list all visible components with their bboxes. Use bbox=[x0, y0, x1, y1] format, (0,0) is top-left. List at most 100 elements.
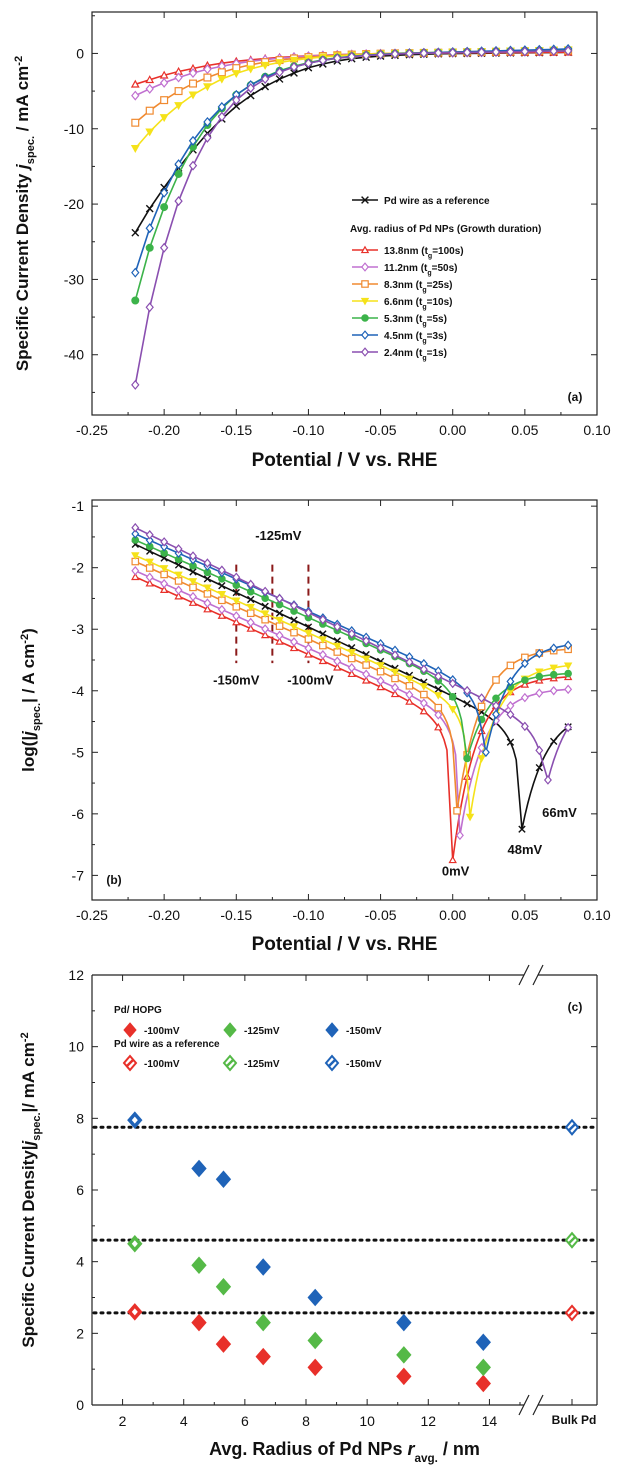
y-tick-label: -10 bbox=[64, 121, 84, 137]
data-point bbox=[549, 685, 558, 696]
data-point bbox=[215, 1277, 232, 1296]
diamond-half bbox=[328, 1059, 336, 1067]
data-point bbox=[376, 49, 385, 60]
legend-marker bbox=[360, 297, 370, 306]
data-point bbox=[396, 1367, 412, 1386]
data-point bbox=[333, 642, 342, 651]
data-point bbox=[174, 169, 183, 178]
axis-break bbox=[518, 1394, 530, 1416]
diamond-marker bbox=[396, 1346, 412, 1364]
data-point bbox=[434, 703, 443, 712]
data-point bbox=[520, 46, 530, 57]
data-point bbox=[477, 742, 486, 753]
x-tick-label: 0.00 bbox=[439, 422, 466, 438]
data-point bbox=[448, 692, 457, 701]
data-point bbox=[246, 579, 255, 590]
data-point bbox=[405, 689, 414, 700]
x-tick-label: 14 bbox=[482, 1413, 498, 1429]
data-point bbox=[563, 45, 573, 56]
diamond-marker bbox=[123, 1022, 137, 1038]
series-line bbox=[134, 51, 569, 234]
data-point bbox=[174, 196, 183, 207]
data-point bbox=[362, 669, 371, 680]
data-point bbox=[318, 656, 328, 665]
data-point bbox=[232, 95, 241, 106]
legend-label: 6.6nm (tg=10s) bbox=[384, 297, 452, 311]
data-point bbox=[453, 806, 461, 815]
data-point bbox=[347, 662, 356, 673]
data-point bbox=[131, 552, 140, 560]
data-point bbox=[475, 1358, 491, 1377]
data-point bbox=[203, 83, 212, 92]
y-tick-label: -3 bbox=[72, 621, 85, 637]
data-point bbox=[131, 565, 140, 576]
legend-marker bbox=[222, 1054, 238, 1072]
data-point bbox=[275, 637, 284, 645]
data-point bbox=[275, 75, 284, 83]
data-point bbox=[145, 535, 154, 546]
x-tick-label: 8 bbox=[302, 1413, 310, 1429]
data-point bbox=[304, 58, 313, 69]
diamond-center bbox=[131, 1308, 138, 1316]
legend-marker bbox=[324, 1054, 340, 1072]
annotation: 0mV bbox=[442, 863, 470, 878]
legend-marker bbox=[361, 280, 369, 288]
data-point bbox=[396, 1346, 412, 1364]
data-point bbox=[188, 160, 198, 171]
data-point bbox=[260, 630, 270, 639]
x-axis-title: Potential / V vs. RHE bbox=[252, 934, 438, 955]
y-tick-label: -30 bbox=[64, 271, 84, 287]
data-point bbox=[448, 855, 457, 864]
legend-label: 2.4nm (tg=1s) bbox=[384, 348, 447, 362]
legend-label: 8.3nm (tg=25s) bbox=[384, 280, 452, 294]
diamond-half bbox=[568, 1123, 576, 1132]
data-point bbox=[477, 47, 486, 58]
data-point bbox=[159, 70, 169, 79]
data-point bbox=[145, 243, 154, 252]
x-tick-label: -0.20 bbox=[148, 422, 180, 438]
legend-marker bbox=[361, 314, 369, 322]
x-tick-label: -0.05 bbox=[365, 422, 397, 438]
data-point bbox=[420, 690, 428, 699]
series-0 bbox=[131, 48, 573, 237]
data-point bbox=[131, 379, 140, 390]
data-point bbox=[246, 65, 256, 74]
y-tick-label: -40 bbox=[64, 347, 84, 363]
data-point bbox=[520, 658, 529, 669]
y-tick-label: -2 bbox=[72, 560, 85, 576]
data-point bbox=[361, 655, 371, 664]
data-point bbox=[203, 584, 212, 593]
diamond-marker bbox=[215, 1170, 232, 1189]
x-tick-label: -0.05 bbox=[365, 907, 397, 923]
x-tick-label: 0.10 bbox=[583, 422, 610, 438]
data-point bbox=[215, 1335, 232, 1353]
data-point bbox=[232, 572, 241, 583]
series-7 bbox=[131, 522, 573, 785]
diamond-half bbox=[568, 1236, 576, 1245]
data-point bbox=[203, 64, 212, 75]
data-point bbox=[275, 59, 284, 68]
data-point bbox=[564, 684, 573, 695]
series-0 bbox=[131, 540, 572, 833]
legend-label: 4.5nm (tg=3s) bbox=[384, 331, 447, 345]
data-point bbox=[290, 600, 298, 611]
diamond-center bbox=[131, 1116, 138, 1124]
data-point bbox=[160, 578, 169, 589]
data-point bbox=[261, 624, 270, 634]
data-point bbox=[290, 637, 298, 647]
x-tick-label: 6 bbox=[241, 1413, 249, 1429]
data-point bbox=[217, 590, 227, 599]
data-point bbox=[506, 676, 515, 687]
data-point bbox=[159, 187, 169, 198]
y-tick-label: 6 bbox=[76, 1182, 84, 1198]
data-point bbox=[289, 623, 299, 631]
diamond-marker bbox=[475, 1374, 491, 1393]
data-point bbox=[188, 598, 198, 606]
data-point bbox=[475, 1374, 491, 1393]
series-2 bbox=[131, 565, 573, 841]
data-point bbox=[289, 643, 299, 652]
data-point bbox=[361, 50, 371, 61]
data-point bbox=[174, 72, 183, 83]
data-point bbox=[376, 676, 385, 686]
data-point bbox=[261, 82, 270, 91]
